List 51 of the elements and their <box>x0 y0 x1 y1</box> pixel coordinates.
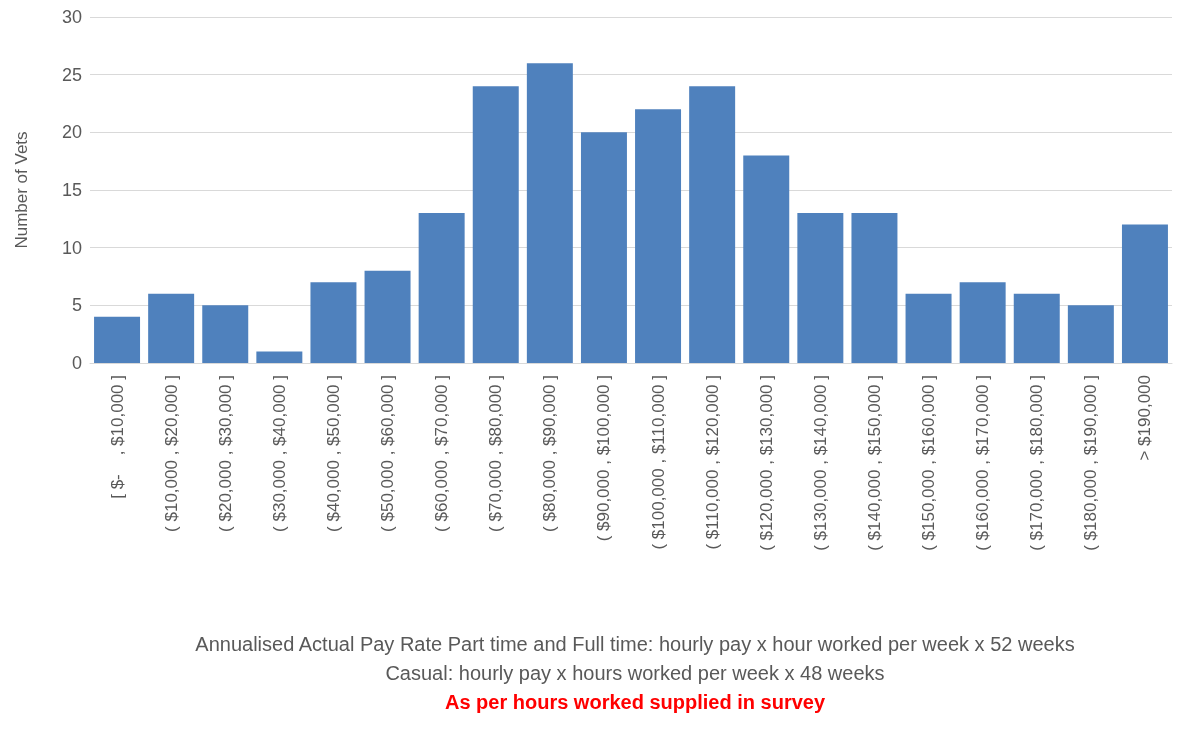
bar <box>635 109 682 363</box>
x-tick-label: ( $10,000 , $20,000 ] <box>161 375 181 532</box>
x-tick-label: > $190,000 <box>1135 375 1155 461</box>
y-tick-label: 15 <box>61 180 82 200</box>
x-tick-label: ( $110,000 , $120,000 ] <box>702 375 722 550</box>
bar <box>580 132 627 363</box>
bar <box>1013 293 1060 363</box>
bar <box>526 63 573 363</box>
bar <box>851 213 898 363</box>
text: As per hours worked supplied in survey <box>443 690 827 715</box>
bar <box>689 86 736 363</box>
bar <box>202 305 249 363</box>
bar <box>364 270 411 363</box>
x-axis-title: Annualised Actual Pay Rate Part time and Full time: hourly pay x hour worked per week x 52 weeks <box>194 632 1076 657</box>
x-tick-label: ( $60,000 , $70,000 ] <box>432 375 452 532</box>
x-tick-label: [ $- , $10,000 ] <box>107 375 127 499</box>
x-tick-label: ( $50,000 , $60,000 ] <box>378 375 398 532</box>
x-tick-label: ( $170,000 , $180,000 ] <box>1027 375 1047 551</box>
bar <box>418 213 465 363</box>
bar <box>959 282 1006 363</box>
bar <box>1067 305 1114 363</box>
x-tick-label: ( $160,000 , $170,000 ] <box>973 375 993 551</box>
bar <box>472 86 519 363</box>
y-tick-label: 5 <box>71 295 82 316</box>
x-tick-label: ( $70,000 , $80,000 ] <box>486 375 506 532</box>
bar <box>310 282 357 363</box>
text: Casual: hourly pay x hours worked per week x 48 weeks <box>384 661 886 686</box>
y-axis-title: Number of Vets <box>12 131 31 249</box>
bar <box>94 316 141 363</box>
y-tick-label: 25 <box>61 64 82 85</box>
x-tick-label: ( $180,000 , $190,000 ] <box>1081 375 1101 551</box>
x-tick-label: ( $130,000 , $140,000 ] <box>810 375 830 551</box>
y-tick-label: 0 <box>71 353 82 373</box>
x-tick-label: ( $120,000 , $130,000 ] <box>756 375 776 551</box>
x-tick-label: ( $150,000 , $160,000 ] <box>919 375 939 551</box>
x-tick-label: ( $80,000 , $90,000 ] <box>540 375 560 532</box>
bar <box>743 155 790 363</box>
y-tick-label: 20 <box>61 122 82 143</box>
bar <box>797 213 844 363</box>
bar <box>1121 224 1168 363</box>
y-tick-label: 10 <box>61 237 82 258</box>
bar <box>148 293 195 363</box>
bar <box>905 293 952 363</box>
x-tick-label: ( $100,000 , $110,000 ] <box>648 375 668 550</box>
y-tick-label: 30 <box>61 7 82 27</box>
x-tick-label: ( $40,000 , $50,000 ] <box>323 375 343 532</box>
x-tick-label: ( $20,000 , $30,000 ] <box>215 375 235 532</box>
x-tick-label: ( $140,000 , $150,000 ] <box>864 375 884 551</box>
bar <box>256 351 303 363</box>
x-tick-label: ( $90,000 , $100,000 ] <box>594 375 614 542</box>
x-tick-label: ( $30,000 , $40,000 ] <box>269 375 289 532</box>
